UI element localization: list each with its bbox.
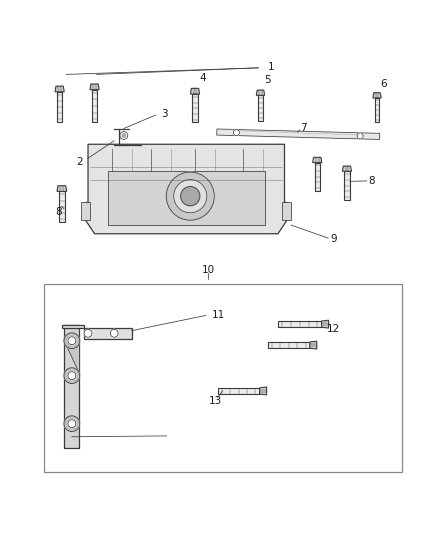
Text: 13: 13	[209, 396, 222, 406]
Polygon shape	[218, 388, 260, 394]
Circle shape	[64, 333, 80, 349]
Polygon shape	[278, 321, 321, 327]
Polygon shape	[64, 341, 79, 374]
Polygon shape	[343, 166, 352, 171]
Polygon shape	[258, 95, 263, 120]
Polygon shape	[314, 163, 320, 191]
Polygon shape	[268, 342, 310, 348]
Text: 8: 8	[56, 207, 62, 217]
Polygon shape	[108, 171, 265, 225]
Polygon shape	[86, 144, 287, 234]
Polygon shape	[313, 157, 322, 163]
Polygon shape	[191, 88, 200, 94]
Polygon shape	[283, 203, 291, 220]
Text: 11: 11	[212, 310, 225, 319]
Circle shape	[174, 180, 207, 213]
Text: 4: 4	[199, 73, 206, 83]
Polygon shape	[81, 203, 90, 220]
Circle shape	[64, 416, 80, 432]
Circle shape	[180, 187, 200, 206]
Circle shape	[357, 133, 363, 139]
Polygon shape	[344, 171, 350, 200]
Text: 1: 1	[268, 62, 275, 72]
Text: 7: 7	[300, 123, 307, 133]
Polygon shape	[90, 84, 99, 90]
Polygon shape	[57, 185, 67, 191]
Polygon shape	[64, 326, 79, 448]
Polygon shape	[260, 387, 267, 395]
Circle shape	[68, 420, 76, 427]
Circle shape	[233, 130, 240, 135]
Text: 6: 6	[380, 79, 387, 89]
Bar	[44, 284, 403, 472]
Polygon shape	[92, 90, 97, 123]
Polygon shape	[256, 90, 265, 95]
Circle shape	[64, 368, 80, 384]
Circle shape	[110, 329, 118, 337]
Circle shape	[68, 337, 76, 345]
Text: 12: 12	[327, 325, 340, 334]
Circle shape	[68, 372, 76, 379]
Text: 5: 5	[265, 75, 271, 85]
Text: 2: 2	[76, 157, 83, 167]
Polygon shape	[217, 129, 380, 140]
Polygon shape	[62, 326, 132, 340]
Polygon shape	[55, 86, 64, 92]
Circle shape	[166, 172, 214, 220]
Polygon shape	[310, 341, 317, 349]
Text: 8: 8	[368, 176, 375, 186]
Polygon shape	[192, 94, 198, 123]
Text: 3: 3	[161, 109, 168, 119]
Text: 9: 9	[330, 235, 337, 245]
Polygon shape	[373, 93, 381, 98]
Circle shape	[122, 134, 126, 138]
Circle shape	[84, 329, 92, 337]
Polygon shape	[321, 320, 328, 328]
Polygon shape	[57, 92, 62, 123]
Text: 10: 10	[201, 264, 215, 274]
Polygon shape	[374, 98, 379, 122]
Polygon shape	[59, 191, 65, 222]
